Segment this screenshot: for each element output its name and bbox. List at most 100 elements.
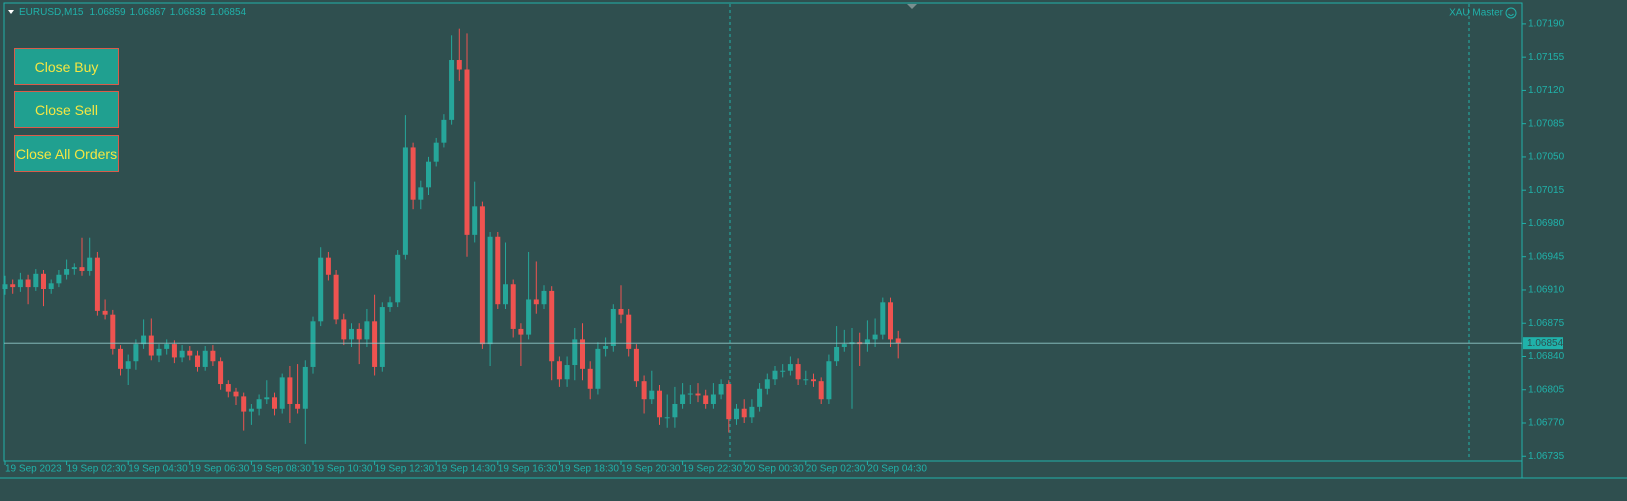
candle-body — [2, 284, 8, 290]
candle-body — [333, 274, 339, 320]
candle-body — [310, 321, 316, 367]
candle-body — [757, 388, 763, 407]
candle-body — [17, 279, 23, 288]
close-sell-button[interactable]: Close Sell — [14, 91, 119, 128]
candle-body — [148, 335, 154, 356]
candle-body — [649, 390, 655, 400]
candle-body — [495, 236, 501, 305]
candle-body — [71, 267, 77, 270]
candle-body — [626, 314, 632, 349]
candle-body — [726, 384, 732, 420]
y-tick-label: 1.07155 — [1528, 52, 1565, 63]
candle-body — [441, 119, 447, 143]
candle-body — [657, 390, 662, 418]
candle-body — [703, 395, 709, 404]
candle-body — [618, 308, 624, 315]
candle-body — [556, 361, 562, 380]
candle-body — [202, 350, 208, 367]
candle-body — [503, 284, 508, 305]
candle-body — [302, 366, 308, 409]
y-tick-label: 1.06980 — [1528, 218, 1565, 229]
candle-body — [94, 257, 100, 311]
close-all-orders-button[interactable]: Close All Orders — [14, 135, 119, 172]
candle-body — [456, 60, 462, 70]
candle-body — [372, 321, 378, 367]
indicator-label: XAU Master — [1449, 8, 1504, 19]
y-tick-label: 1.06805 — [1528, 384, 1565, 395]
candle-body — [10, 284, 16, 288]
x-tick-label: 19 Sep 16:30 — [498, 464, 558, 475]
y-tick-label: 1.07190 — [1528, 19, 1565, 30]
x-tick-label: 19 Sep 02:30 — [67, 464, 127, 475]
candle-body — [233, 391, 239, 397]
candle-body — [872, 334, 878, 340]
y-tick-label: 1.07015 — [1528, 185, 1565, 196]
shift-marker — [907, 4, 917, 9]
candle-body — [295, 403, 301, 409]
candle-body — [318, 257, 324, 322]
candle-body — [803, 379, 809, 381]
header-close: 1.06854 — [210, 7, 247, 18]
candle-body — [818, 381, 824, 400]
x-tick-label: 19 Sep 12:30 — [375, 464, 435, 475]
candle-body — [64, 269, 70, 275]
candle-body — [741, 408, 747, 418]
candle-body — [241, 396, 247, 412]
y-tick-label: 1.07085 — [1528, 118, 1565, 129]
header-open: 1.06859 — [89, 7, 126, 18]
candle-body — [464, 69, 470, 235]
candle-body — [549, 290, 555, 362]
x-tick-label: 19 Sep 04:30 — [128, 464, 188, 475]
x-tick-label: 20 Sep 02:30 — [806, 464, 866, 475]
y-tick-label: 1.06875 — [1528, 318, 1565, 329]
candle-body — [349, 328, 354, 340]
smiley-icon — [1505, 7, 1517, 19]
header-high: 1.06867 — [130, 7, 167, 18]
candle-body — [48, 283, 54, 290]
candle-body — [218, 361, 224, 385]
candle-body — [118, 348, 123, 369]
candle-body — [418, 187, 424, 200]
header-low: 1.06838 — [170, 7, 207, 18]
candle-body — [633, 348, 639, 382]
candle-body — [426, 161, 431, 188]
candle-body — [603, 346, 609, 349]
candle-body — [256, 399, 262, 409]
candle-body — [580, 339, 585, 369]
candle-body — [287, 377, 293, 404]
x-tick-label: 19 Sep 10:30 — [313, 464, 373, 475]
y-tick-label: 1.06910 — [1528, 285, 1565, 296]
y-tick-label: 1.06945 — [1528, 251, 1565, 262]
candle-body — [641, 381, 647, 400]
close-buy-button[interactable]: Close Buy — [14, 48, 119, 85]
candle-body — [518, 328, 524, 335]
y-tick-label: 1.06735 — [1528, 451, 1565, 462]
candle-body — [164, 344, 170, 349]
candle-body — [87, 257, 93, 271]
candle-body — [171, 344, 177, 358]
candle-body — [187, 350, 193, 356]
candle-body — [710, 394, 716, 404]
menu-arrow[interactable] — [8, 10, 14, 14]
candle-body — [356, 328, 362, 340]
candle-body — [449, 60, 455, 120]
y-tick-label: 1.06770 — [1528, 418, 1565, 429]
candle-body — [841, 344, 847, 347]
candle-body — [595, 348, 601, 389]
candle-body — [125, 361, 131, 369]
candle-body — [564, 365, 570, 380]
candle-body — [179, 350, 185, 358]
candle-body — [749, 406, 755, 418]
candle-body — [279, 377, 285, 409]
candle-body — [41, 273, 46, 290]
y-tick-label: 1.07120 — [1528, 85, 1565, 96]
symbol: EURUSD,M15 — [19, 7, 84, 18]
candle-body — [610, 308, 616, 347]
candle-body — [795, 364, 801, 380]
candle-body — [787, 364, 793, 371]
candle-body — [888, 302, 893, 340]
y-tick-label: 1.07050 — [1528, 152, 1565, 163]
candle-body — [210, 350, 216, 362]
candle-body — [133, 344, 139, 362]
candle-body — [572, 339, 578, 366]
